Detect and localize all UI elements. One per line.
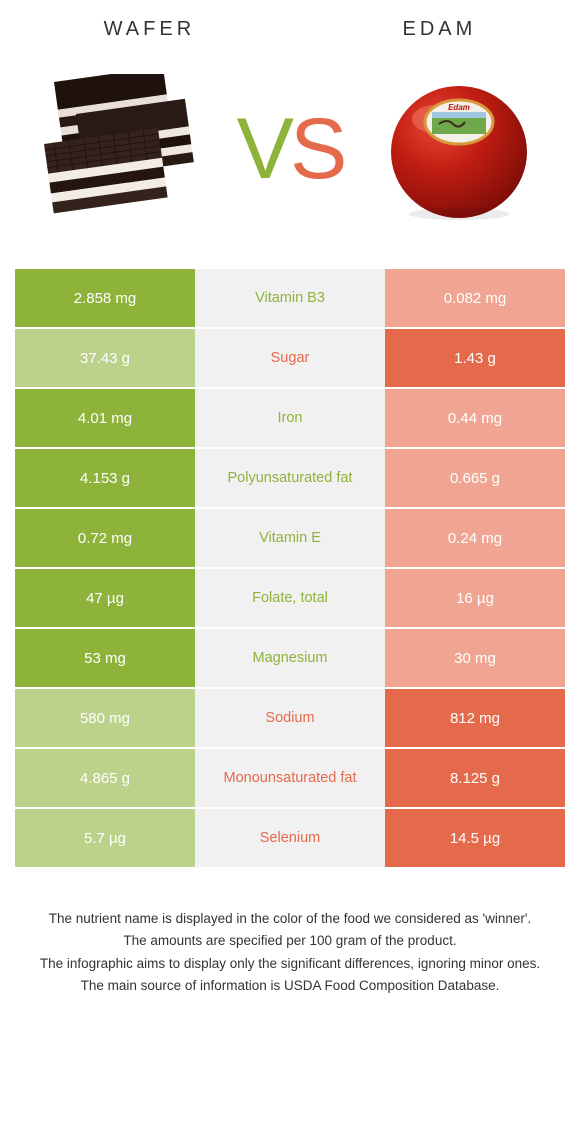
nutrient-label: Vitamin E	[195, 509, 385, 567]
nutrient-label: Selenium	[195, 809, 385, 867]
left-value: 0.72 mg	[15, 509, 195, 567]
table-row: 0.72 mgVitamin E0.24 mg	[15, 509, 565, 567]
left-value: 47 µg	[15, 569, 195, 627]
table-row: 4.865 gMonounsaturated fat8.125 g	[15, 749, 565, 807]
vs-v: V	[237, 106, 290, 192]
right-value: 0.24 mg	[385, 509, 565, 567]
left-value: 53 mg	[15, 629, 195, 687]
svg-text:Edam: Edam	[449, 103, 471, 112]
left-value: 580 mg	[15, 689, 195, 747]
header: Wafer Edam	[0, 0, 580, 49]
table-row: 4.01 mgIron0.44 mg	[15, 389, 565, 447]
right-value: 812 mg	[385, 689, 565, 747]
table-row: 53 mgMagnesium30 mg	[15, 629, 565, 687]
right-value: 0.44 mg	[385, 389, 565, 447]
footer-notes: The nutrient name is displayed in the co…	[0, 869, 580, 996]
table-row: 47 µgFolate, total16 µg	[15, 569, 565, 627]
nutrient-label: Iron	[195, 389, 385, 447]
table-row: 37.43 gSugar1.43 g	[15, 329, 565, 387]
table-row: 580 mgSodium812 mg	[15, 689, 565, 747]
nutrient-label: Monounsaturated fat	[195, 749, 385, 807]
footer-line-4: The main source of information is USDA F…	[30, 976, 550, 996]
left-value: 37.43 g	[15, 329, 195, 387]
left-food-title: Wafer	[104, 18, 195, 41]
right-value: 0.082 mg	[385, 269, 565, 327]
comparison-table: 2.858 mgVitamin B30.082 mg37.43 gSugar1.…	[0, 269, 580, 869]
nutrient-label: Folate, total	[195, 569, 385, 627]
footer-line-1: The nutrient name is displayed in the co…	[30, 909, 550, 929]
right-value: 0.665 g	[385, 449, 565, 507]
nutrient-label: Magnesium	[195, 629, 385, 687]
images-row: V S Edam	[0, 49, 580, 269]
left-value: 2.858 mg	[15, 269, 195, 327]
table-row: 2.858 mgVitamin B30.082 mg	[15, 269, 565, 327]
footer-line-2: The amounts are specified per 100 gram o…	[30, 931, 550, 951]
nutrient-label: Sugar	[195, 329, 385, 387]
edam-image: Edam	[374, 64, 544, 234]
left-value: 4.153 g	[15, 449, 195, 507]
right-value: 1.43 g	[385, 329, 565, 387]
right-value: 30 mg	[385, 629, 565, 687]
vs-s: S	[290, 106, 343, 192]
table-row: 4.153 gPolyunsaturated fat0.665 g	[15, 449, 565, 507]
table-row: 5.7 µgSelenium14.5 µg	[15, 809, 565, 867]
nutrient-label: Polyunsaturated fat	[195, 449, 385, 507]
right-value: 8.125 g	[385, 749, 565, 807]
footer-line-3: The infographic aims to display only the…	[30, 954, 550, 974]
vs-label: V S	[237, 106, 344, 192]
left-value: 4.865 g	[15, 749, 195, 807]
left-value: 4.01 mg	[15, 389, 195, 447]
right-value: 16 µg	[385, 569, 565, 627]
right-value: 14.5 µg	[385, 809, 565, 867]
nutrient-label: Vitamin B3	[195, 269, 385, 327]
nutrient-label: Sodium	[195, 689, 385, 747]
right-food-title: Edam	[403, 18, 477, 41]
left-value: 5.7 µg	[15, 809, 195, 867]
wafer-image	[36, 64, 206, 234]
